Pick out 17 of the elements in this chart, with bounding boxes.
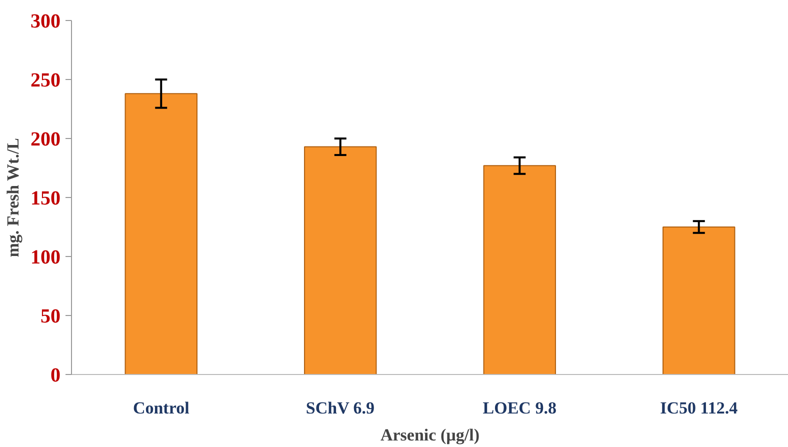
x-tick-label: LOEC 9.8 (482, 398, 556, 418)
y-axis-title: mg. Fresh Wt./L (4, 138, 22, 258)
x-axis-title: Arsenic (µg/l) (380, 426, 480, 444)
y-tick-label: 200 (30, 128, 60, 150)
y-tick-label: 250 (30, 70, 60, 92)
bar (662, 226, 736, 374)
y-tick-label: 0 (50, 364, 60, 386)
y-tick-label: 100 (30, 246, 60, 268)
bar (124, 93, 198, 374)
bar (483, 165, 556, 374)
y-tick-label: 150 (30, 188, 60, 210)
y-tick-label: 50 (40, 306, 60, 328)
x-tick-label: Control (132, 398, 190, 418)
bar (304, 146, 377, 374)
x-tick-label: SChV 6.9 (306, 398, 375, 418)
y-tick-label: 300 (30, 10, 60, 32)
x-tick-label: IC50 112.4 (660, 398, 738, 418)
